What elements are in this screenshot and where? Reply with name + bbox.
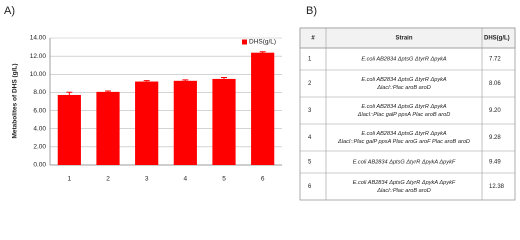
dhs-value: 8.06 <box>489 81 501 87</box>
bar <box>212 78 236 165</box>
dhs-value: 12.38 <box>489 184 505 190</box>
error-bar <box>221 77 227 81</box>
table-header: Strain <box>395 36 412 42</box>
legend-swatch <box>242 39 247 45</box>
x-tick-label: 5 <box>222 176 226 183</box>
dhs-value: 9.20 <box>489 108 501 114</box>
table-header: DHS(g/L) <box>484 36 510 42</box>
strain-line: E.coli AB2834 ΔptsG ΔtyrR ΔpykA <box>361 104 447 110</box>
y-tick-label: 2.00 <box>33 144 46 151</box>
panel-label: A) <box>4 5 15 17</box>
dhs-value: 9.28 <box>489 135 501 141</box>
table-header: # <box>311 36 315 42</box>
page: A) B) Metabolites of DHS (g/L) 0.00 2.00 4… <box>4 4 516 201</box>
legend-label: DHS(g/L) <box>249 39 276 46</box>
panel-label: B) <box>306 5 317 17</box>
x-tick-label: 2 <box>106 176 110 183</box>
strain-line: ΔlacI::Plac galP ppsA Plac aroB aroD <box>357 112 451 118</box>
row-number: 6 <box>308 184 312 190</box>
y-axis-label: Metabolites of DHS (g/L) <box>12 63 19 138</box>
row-number: 5 <box>308 160 312 166</box>
bar <box>57 94 81 165</box>
row-number: 1 <box>308 57 312 63</box>
strain-line: ΔlacI::Plac aroB aroD <box>376 85 431 91</box>
figure: A) B) Metabolites of DHS (g/L) 0.00 2.00 4… <box>4 5 516 201</box>
row-number: 3 <box>308 108 312 114</box>
y-tick-label: 12.00 <box>30 53 47 60</box>
dhs-value: 9.49 <box>489 160 501 166</box>
row-number: 4 <box>308 135 312 141</box>
error-bar <box>182 79 189 83</box>
error-bar <box>259 51 266 55</box>
row-number: 2 <box>308 81 312 87</box>
bar <box>173 80 197 165</box>
strain-line: E.coli AB2834 ΔptsG ΔtyrR ΔpykA ΔpykF <box>353 159 456 165</box>
x-tick-label: 4 <box>184 176 188 183</box>
dhs-value: 7.72 <box>489 57 501 63</box>
y-tick-label: 10.00 <box>30 71 47 78</box>
x-tick-label: 1 <box>68 176 72 183</box>
bar <box>251 52 275 166</box>
y-tick-label: 0.00 <box>33 162 46 169</box>
bar <box>96 91 120 165</box>
error-bar <box>66 91 73 99</box>
error-bar <box>143 80 150 83</box>
y-tick-label: 6.00 <box>33 107 46 114</box>
y-tick-label: 8.00 <box>33 89 46 96</box>
y-tick-label: 14.00 <box>30 35 47 42</box>
strain-line: ΔlacI::Plac galP ppsA Plac aroG aroF Pla… <box>337 139 470 145</box>
strain-line: E.coli AB2834 ΔptsG ΔtyrR ΔpykA <box>361 56 447 62</box>
strain-line: E.coli AB2834 ΔptsG ΔtyrR ΔpykA <box>361 77 447 83</box>
x-tick-label: 3 <box>145 176 149 183</box>
strain-line: E.coli AB2834 ΔptsG ΔtyrR ΔpykA <box>361 131 447 137</box>
bar <box>135 81 159 165</box>
strain-line: E.coli AB2834 ΔptsG ΔtyrR ΔpykA ΔpykF <box>353 180 456 186</box>
error-bar <box>105 90 111 94</box>
strain-line: ΔlacI::Plac aroB aroD <box>376 188 431 194</box>
y-tick-label: 4.00 <box>33 125 46 132</box>
x-tick-label: 6 <box>261 176 265 183</box>
